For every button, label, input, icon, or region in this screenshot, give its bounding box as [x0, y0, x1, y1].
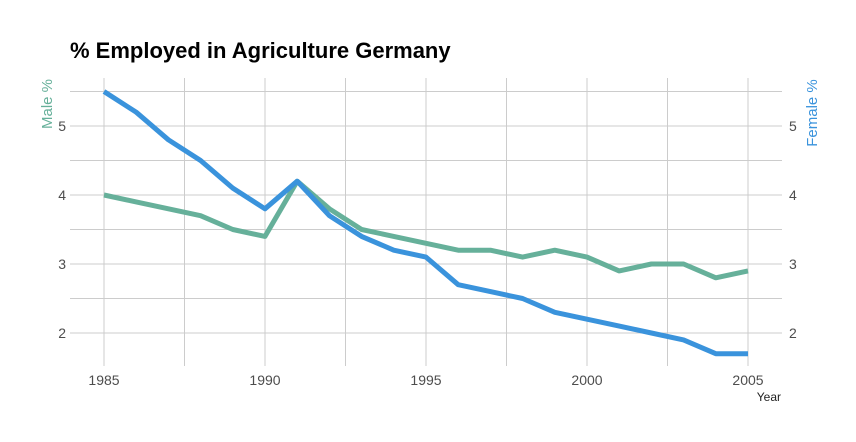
series-line-male	[103, 178, 749, 281]
tick-labels: 1985 1990 1995 2000 2005 2 2 3 3 4 4 5 5	[58, 118, 797, 388]
series-lines	[102, 89, 749, 357]
y-tick-label-left: 2	[58, 325, 66, 341]
series-line-female	[102, 89, 748, 357]
y-tick-label-left: 5	[58, 118, 66, 134]
y-axis-right-title: Female %	[804, 79, 821, 147]
chart-title: % Employed in Agriculture Germany	[70, 38, 451, 63]
x-tick-label: 1995	[410, 372, 441, 388]
y-tick-label-left: 4	[58, 187, 66, 203]
x-tick-label: 1985	[88, 372, 119, 388]
y-tick-label-right: 4	[789, 187, 797, 203]
y-tick-label-right: 5	[789, 118, 797, 134]
grid	[70, 78, 782, 366]
x-axis-title: Year	[757, 390, 781, 404]
x-tick-label: 1990	[249, 372, 280, 388]
x-tick-label: 2000	[571, 372, 602, 388]
y-tick-label-left: 3	[58, 256, 66, 272]
x-tick-label: 2005	[732, 372, 763, 388]
y-tick-label-right: 2	[789, 325, 797, 341]
y-axis-left-title: Male %	[39, 79, 56, 129]
y-tick-label-right: 3	[789, 256, 797, 272]
